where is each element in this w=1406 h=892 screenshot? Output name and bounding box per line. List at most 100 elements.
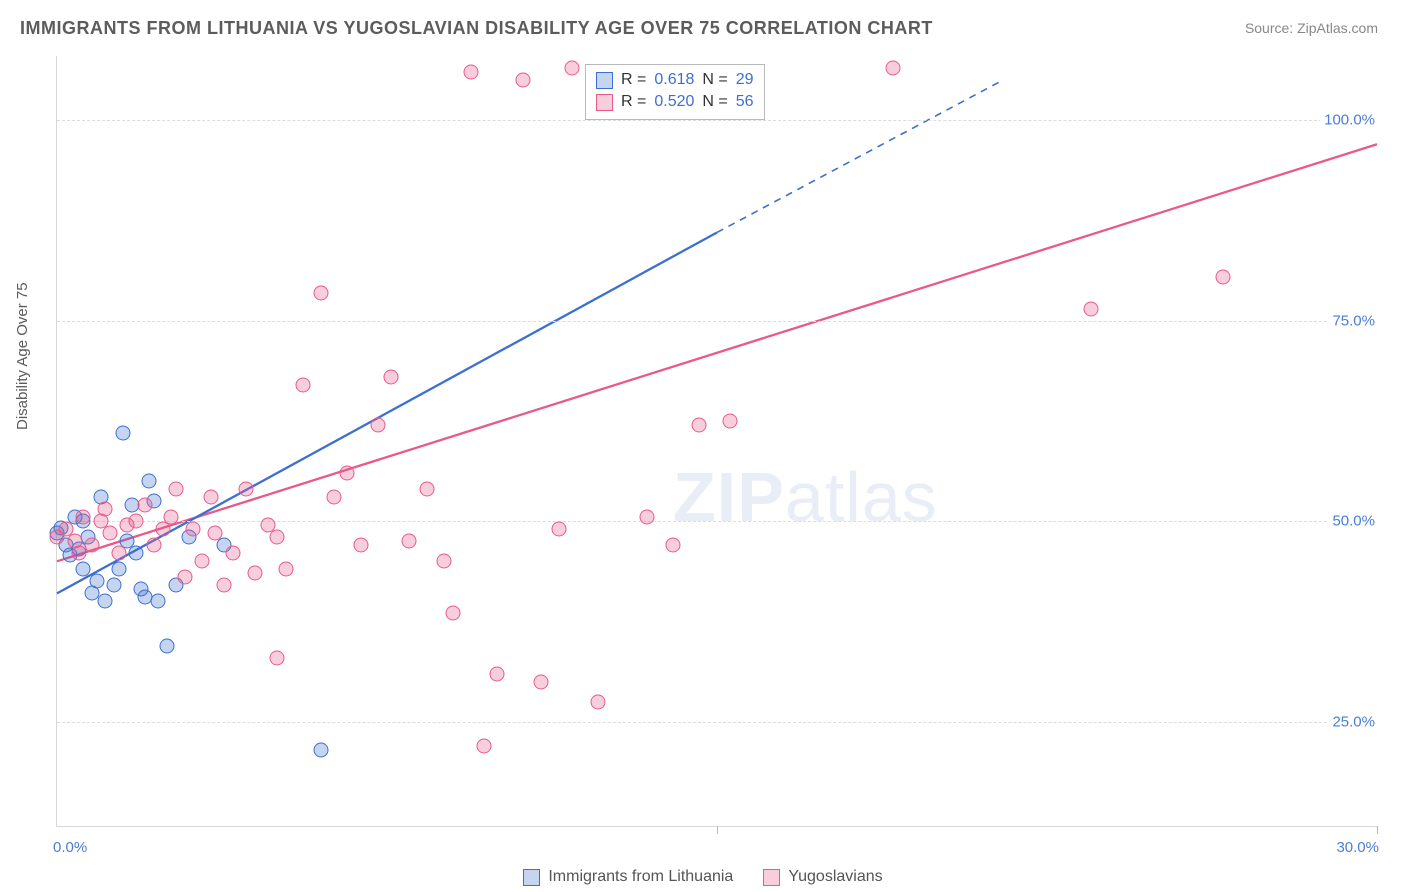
trend-lines-layer <box>57 56 1377 826</box>
watermark-bold: ZIP <box>673 458 785 536</box>
point-yugoslavians <box>419 482 434 497</box>
source-prefix: Source: <box>1245 20 1297 36</box>
stats-n-value: 56 <box>736 91 754 113</box>
point-lithuania <box>107 578 122 593</box>
point-yugoslavians <box>340 466 355 481</box>
point-yugoslavians <box>886 61 901 76</box>
y-tick-label: 100.0% <box>1320 112 1379 129</box>
point-yugoslavians <box>217 578 232 593</box>
point-yugoslavians <box>296 377 311 392</box>
point-lithuania <box>76 562 91 577</box>
point-yugoslavians <box>208 526 223 541</box>
point-yugoslavians <box>98 502 113 517</box>
point-yugoslavians <box>195 554 210 569</box>
legend-swatch-lithuania <box>523 869 540 886</box>
point-yugoslavians <box>186 522 201 537</box>
point-yugoslavians <box>534 674 549 689</box>
x-tick-label: 0.0% <box>53 839 87 856</box>
point-yugoslavians <box>111 546 126 561</box>
point-lithuania <box>160 638 175 653</box>
point-yugoslavians <box>490 666 505 681</box>
point-yugoslavians <box>146 538 161 553</box>
y-tick-label: 75.0% <box>1328 312 1379 329</box>
point-yugoslavians <box>371 417 386 432</box>
point-yugoslavians <box>692 417 707 432</box>
gridline-horizontal <box>57 120 1377 121</box>
point-yugoslavians <box>1084 301 1099 316</box>
stats-r-label: R = <box>621 91 646 113</box>
point-yugoslavians <box>446 606 461 621</box>
point-yugoslavians <box>270 530 285 545</box>
legend-swatch-yugoslavians <box>763 869 780 886</box>
point-lithuania <box>151 594 166 609</box>
point-yugoslavians <box>463 65 478 80</box>
point-yugoslavians <box>314 285 329 300</box>
point-yugoslavians <box>138 498 153 513</box>
point-yugoslavians <box>204 490 219 505</box>
point-yugoslavians <box>402 534 417 549</box>
point-yugoslavians <box>437 554 452 569</box>
point-yugoslavians <box>164 510 179 525</box>
point-yugoslavians <box>723 413 738 428</box>
point-yugoslavians <box>72 546 87 561</box>
stats-r-value: 0.520 <box>654 91 694 113</box>
point-yugoslavians <box>270 650 285 665</box>
point-yugoslavians <box>564 61 579 76</box>
trendline-yugoslavians <box>57 144 1377 561</box>
legend-label-yugoslavians: Yugoslavians <box>788 868 882 886</box>
point-lithuania <box>129 546 144 561</box>
stats-r-value: 0.618 <box>654 69 694 91</box>
y-axis-label: Disability Age Over 75 <box>14 282 31 430</box>
point-yugoslavians <box>261 518 276 533</box>
point-yugoslavians <box>177 570 192 585</box>
point-yugoslavians <box>168 482 183 497</box>
stats-n-label: N = <box>702 91 727 113</box>
x-tick <box>717 826 718 834</box>
x-tick <box>1377 826 1378 834</box>
watermark: ZIPatlas <box>673 457 938 537</box>
point-yugoslavians <box>353 538 368 553</box>
point-lithuania <box>89 574 104 589</box>
stats-swatch <box>596 72 613 89</box>
point-yugoslavians <box>516 73 531 88</box>
y-tick-label: 50.0% <box>1328 513 1379 530</box>
stats-swatch <box>596 94 613 111</box>
point-yugoslavians <box>129 514 144 529</box>
source-name: ZipAtlas.com <box>1297 20 1378 36</box>
point-yugoslavians <box>248 566 263 581</box>
page-root: IMMIGRANTS FROM LITHUANIA VS YUGOSLAVIAN… <box>0 0 1406 892</box>
source-credit: Source: ZipAtlas.com <box>1245 20 1378 36</box>
stats-r-label: R = <box>621 69 646 91</box>
legend-item-lithuania: Immigrants from Lithuania <box>523 868 733 886</box>
point-lithuania <box>142 474 157 489</box>
point-yugoslavians <box>666 538 681 553</box>
point-yugoslavians <box>476 738 491 753</box>
gridline-horizontal <box>57 722 1377 723</box>
point-yugoslavians <box>639 510 654 525</box>
x-tick-label: 30.0% <box>1336 839 1379 856</box>
chart-title: IMMIGRANTS FROM LITHUANIA VS YUGOSLAVIAN… <box>20 18 933 39</box>
point-yugoslavians <box>551 522 566 537</box>
y-tick-label: 25.0% <box>1328 713 1379 730</box>
point-yugoslavians <box>591 694 606 709</box>
point-yugoslavians <box>278 562 293 577</box>
watermark-rest: atlas <box>785 458 938 536</box>
bottom-legend: Immigrants from Lithuania Yugoslavians <box>0 868 1406 886</box>
point-yugoslavians <box>239 482 254 497</box>
stats-box: R = 0.618 N = 29R = 0.520 N = 56 <box>585 64 765 120</box>
scatter-plot-area: ZIPatlas 25.0%50.0%75.0%100.0%0.0%30.0%R… <box>56 56 1377 827</box>
point-yugoslavians <box>327 490 342 505</box>
stats-row-lithuania: R = 0.618 N = 29 <box>596 69 754 91</box>
point-yugoslavians <box>384 369 399 384</box>
point-yugoslavians <box>76 510 91 525</box>
stats-n-value: 29 <box>736 69 754 91</box>
gridline-horizontal <box>57 321 1377 322</box>
point-lithuania <box>314 742 329 757</box>
point-yugoslavians <box>85 538 100 553</box>
point-lithuania <box>111 562 126 577</box>
point-lithuania <box>116 425 131 440</box>
point-yugoslavians <box>1216 269 1231 284</box>
gridline-horizontal <box>57 521 1377 522</box>
legend-label-lithuania: Immigrants from Lithuania <box>548 868 733 886</box>
point-lithuania <box>98 594 113 609</box>
